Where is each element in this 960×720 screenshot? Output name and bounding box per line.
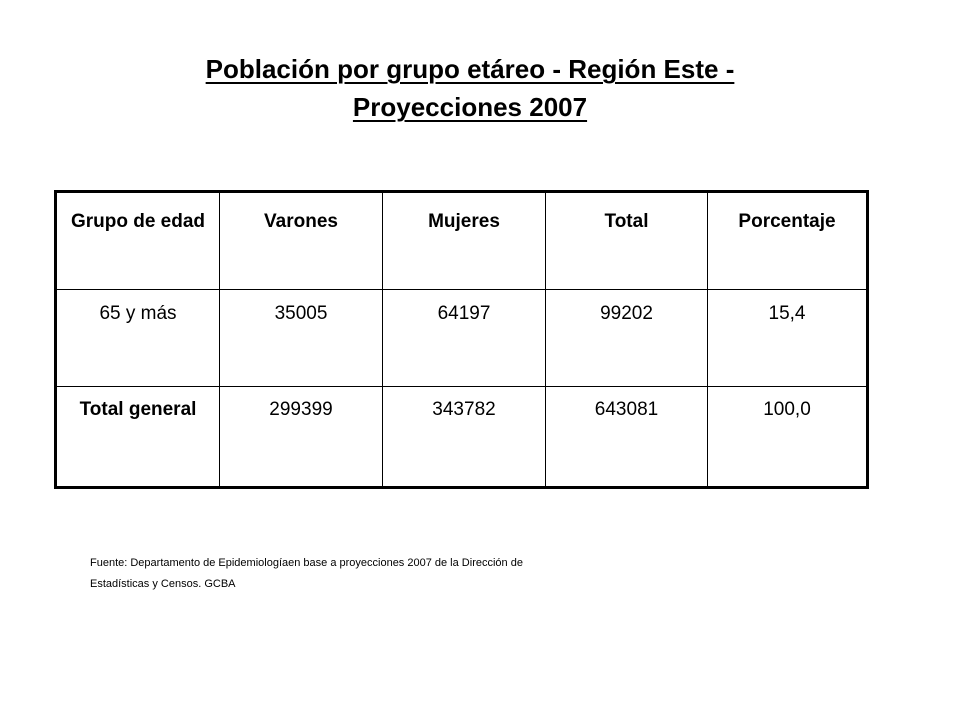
table-row-total: Total general 299399 343782 643081 100,0 bbox=[55, 386, 868, 488]
header-porcentaje: Porcentaje bbox=[707, 191, 868, 290]
title-line-2: Proyecciones 2007 bbox=[352, 92, 588, 122]
table-header-row: Grupo de edad Varones Mujeres Total Porc… bbox=[55, 191, 868, 290]
cell-total: 99202 bbox=[545, 289, 708, 387]
cell-mujeres: 64197 bbox=[382, 289, 546, 387]
cell-grupo: Total general bbox=[55, 386, 220, 488]
cell-porcentaje: 15,4 bbox=[707, 289, 868, 387]
cell-grupo: 65 y más bbox=[55, 289, 220, 387]
source-line-2: Estadísticas y Censos. GCBA bbox=[90, 578, 236, 590]
cell-varones: 299399 bbox=[219, 386, 383, 488]
header-mujeres: Mujeres bbox=[382, 191, 546, 290]
page-title: Población por grupo etáreo - Región Este… bbox=[100, 50, 840, 126]
source-line-1: Fuente: Departamento de Epidemiologíaen … bbox=[90, 557, 523, 569]
cell-porcentaje: 100,0 bbox=[707, 386, 868, 488]
title-line-1: Población por grupo etáreo - Región Este… bbox=[205, 54, 735, 84]
cell-varones: 35005 bbox=[219, 289, 383, 387]
table-row: 65 y más 35005 64197 99202 15,4 bbox=[55, 289, 868, 387]
header-varones: Varones bbox=[219, 191, 383, 290]
header-total: Total bbox=[545, 191, 708, 290]
source-note: Fuente: Departamento de Epidemiologíaen … bbox=[90, 553, 650, 595]
cell-mujeres: 343782 bbox=[382, 386, 546, 488]
population-table: Grupo de edad Varones Mujeres Total Porc… bbox=[54, 190, 869, 489]
cell-total: 643081 bbox=[545, 386, 708, 488]
header-grupo-de-edad: Grupo de edad bbox=[55, 191, 220, 290]
